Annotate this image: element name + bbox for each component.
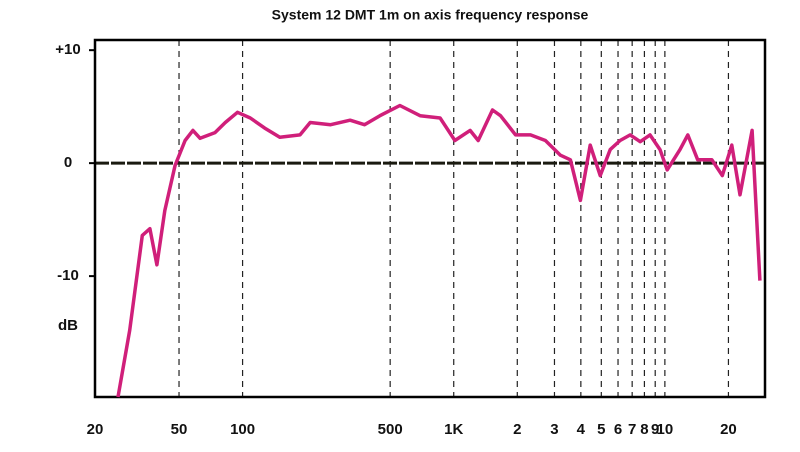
x-tick-label: 500 xyxy=(378,421,403,438)
x-tick-label: 1K xyxy=(444,421,463,438)
y-tick-label: +10 xyxy=(55,41,80,58)
x-tick-label: 50 xyxy=(171,421,188,438)
plot-frame xyxy=(93,38,767,399)
x-tick-label: 5 xyxy=(597,421,605,438)
response-line xyxy=(116,103,762,398)
x-tick-label: 10 xyxy=(657,421,674,438)
x-tick-label: 100 xyxy=(230,421,255,438)
x-tick-label: 3 xyxy=(550,421,558,438)
x-tick-label: 20 xyxy=(720,421,737,438)
y-axis-label: dB xyxy=(58,317,78,334)
x-tick-label: 9 xyxy=(651,421,659,438)
x-tick-label: 8 xyxy=(640,421,648,438)
x-tick-label: 6 xyxy=(614,421,622,438)
y-tick-label: 0 xyxy=(64,154,72,171)
y-tick-label: -10 xyxy=(57,267,79,284)
x-tick-label: 2 xyxy=(513,421,521,438)
x-tick-label: 20 xyxy=(87,421,104,438)
x-tick-label: 7 xyxy=(628,421,636,438)
chart-title: System 12 DMT 1m on axis frequency respo… xyxy=(272,7,589,23)
x-tick-label: 4 xyxy=(577,421,586,438)
